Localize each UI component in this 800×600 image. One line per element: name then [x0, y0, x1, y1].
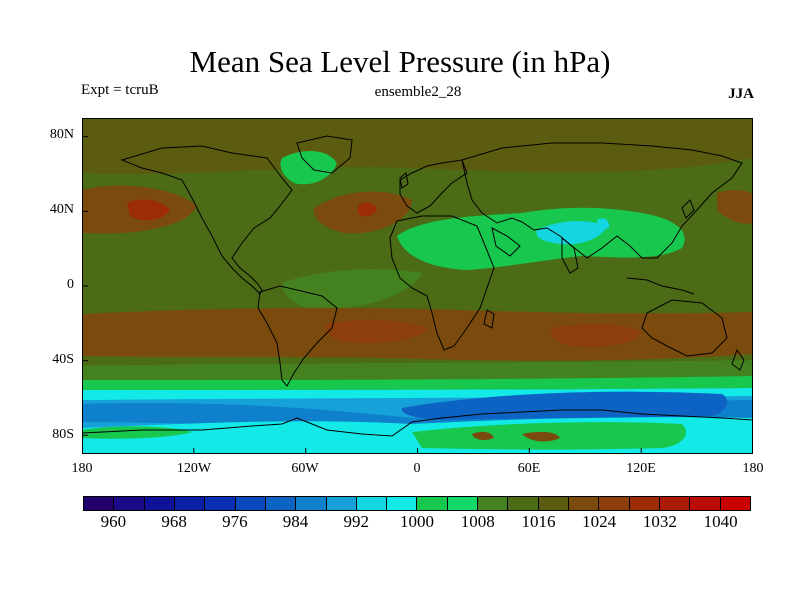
- equatorial-band: [282, 269, 422, 310]
- north-polar-region: [82, 118, 753, 175]
- colorbar-cell: [296, 497, 327, 510]
- colorbar-tick-label: 960: [100, 512, 127, 531]
- lat-label-0: 0: [67, 277, 74, 292]
- colorbar-cell: [84, 497, 115, 510]
- coast-japan: [681, 199, 695, 219]
- antarctica-high-1: [472, 431, 494, 441]
- azores-high-core: [358, 202, 377, 217]
- colorbar-tick-label: 1032: [642, 512, 677, 531]
- colorbar-cell: [174, 497, 206, 510]
- colorbar-cell: [538, 497, 569, 510]
- colorbar-tick-label: 968: [161, 512, 187, 531]
- coast-new-zealand: [731, 348, 745, 371]
- colorbar-cell: [720, 497, 750, 510]
- colorbar-tick-label: 984: [282, 512, 309, 531]
- indian-ocean-high-core: [550, 323, 642, 348]
- southern-ocean-trough-core: [401, 391, 728, 420]
- lat-label-40s: 40S: [52, 352, 74, 367]
- monsoon-low-core-2: [597, 218, 610, 229]
- coast-asia: [461, 142, 743, 259]
- lon-label-60e: 60E: [517, 461, 541, 476]
- colorbar-cell: [326, 497, 357, 510]
- lon-label-120w: 120W: [176, 461, 212, 476]
- lon-label-180e: 180: [742, 461, 764, 476]
- colorbar-cell: [417, 497, 448, 510]
- colorbar-cell: [599, 497, 630, 510]
- colorbar-cell: [447, 497, 479, 510]
- colorbar-tick-label: 1040: [703, 512, 738, 531]
- east-pacific-high: [717, 190, 753, 224]
- colorbar-tick-label: 976: [222, 512, 248, 531]
- map-svg: [82, 118, 753, 454]
- southern-transition-1: [82, 360, 753, 380]
- colorbar-cell: [114, 497, 145, 510]
- north-pacific-high-core: [127, 199, 170, 221]
- colorbar-cell: [387, 497, 418, 510]
- lon-label-60w: 60W: [291, 461, 319, 476]
- colorbar-tick-label: 1000: [400, 512, 434, 531]
- colorbar-cell: [659, 497, 691, 510]
- coast-india: [561, 236, 579, 274]
- coast-indonesia: [626, 277, 695, 295]
- coast-north-america: [120, 145, 293, 295]
- southern-transition-2: [82, 376, 753, 390]
- coast-uk: [399, 172, 409, 189]
- lat-label-80n: 80N: [49, 127, 74, 142]
- chart-title: Mean Sea Level Pressure (in hPa): [189, 44, 611, 79]
- experiment-label: Expt = tcruB: [81, 82, 159, 98]
- map-ticks: [82, 136, 642, 454]
- monsoon-low-core: [536, 221, 607, 245]
- coast-antarctica: [82, 409, 753, 437]
- coast-arabia: [491, 227, 521, 257]
- antarctica-west-green: [82, 426, 192, 439]
- coast-south-america: [257, 285, 338, 387]
- lat-label-40n: 40N: [49, 202, 74, 217]
- coast-africa: [389, 215, 495, 351]
- coast-australia: [641, 299, 728, 357]
- colorbar-cell: [265, 497, 297, 510]
- lat-label-80s: 80S: [52, 427, 74, 442]
- arctic-low: [280, 151, 337, 185]
- lon-label-180w: 180: [71, 461, 93, 476]
- colorbar-cell: [508, 497, 539, 510]
- south-atlantic-high-core: [326, 319, 427, 344]
- coastlines: [82, 135, 753, 437]
- coast-greenland: [296, 135, 353, 174]
- colorbar: [83, 496, 751, 511]
- pressure-map: [82, 118, 753, 454]
- colorbar-cell: [569, 497, 600, 510]
- antarctica-high-2: [522, 431, 560, 442]
- colorbar-tick-label: 992: [343, 512, 370, 531]
- colorbar-cell: [690, 497, 721, 510]
- colorbar-tick-label: 1024: [582, 512, 617, 531]
- colorbar-tick-label: 1008: [460, 512, 495, 531]
- season-label: JJA: [728, 86, 754, 102]
- colorbar-cell: [478, 497, 509, 510]
- lon-label-120e: 120E: [626, 461, 656, 476]
- colorbar-cell: [144, 497, 175, 510]
- coast-europe: [399, 159, 468, 214]
- colorbar-cell: [629, 497, 660, 510]
- colorbar-cell: [205, 497, 236, 510]
- colorbar-tick-label: 1016: [521, 512, 556, 531]
- coast-madagascar: [483, 309, 495, 329]
- lon-label-0: 0: [413, 461, 421, 476]
- ensemble-label: ensemble2_28: [374, 84, 462, 100]
- colorbar-cell: [235, 497, 266, 510]
- colorbar-cell: [356, 497, 388, 510]
